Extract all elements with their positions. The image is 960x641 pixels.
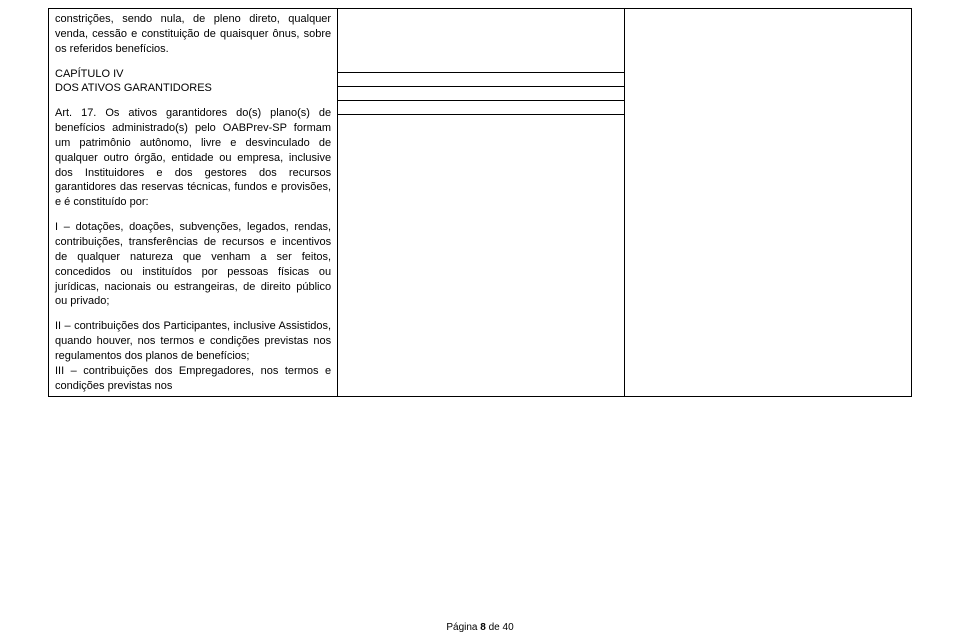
paragraph-art17: Art. 17. Os ativos garantidores do(s) pl… <box>55 106 331 210</box>
col2-cell <box>338 73 625 87</box>
paragraph-inciso-ii-iii: II – contribuições dos Participantes, in… <box>55 319 331 393</box>
footer-suffix: de 40 <box>486 622 514 633</box>
document-table: constrições, sendo nula, de pleno direto… <box>48 8 912 397</box>
footer-prefix: Página <box>446 622 480 633</box>
page-footer: Página 8 de 40 <box>0 622 960 633</box>
page-container: constrições, sendo nula, de pleno direto… <box>0 0 960 397</box>
col2-cell <box>338 9 625 73</box>
inciso-ii-text: II – contribuições dos Participantes, in… <box>55 320 331 362</box>
column-3-merged-cell <box>625 9 912 397</box>
column-1-text: constrições, sendo nula, de pleno direto… <box>49 9 337 396</box>
column-1-merged-cell: constrições, sendo nula, de pleno direto… <box>49 9 338 397</box>
inciso-iii-text: III – contribuições dos Empregadores, no… <box>55 365 331 392</box>
table-row: constrições, sendo nula, de pleno direto… <box>49 9 912 73</box>
col2-cell <box>338 115 625 397</box>
paragraph-inciso-i: I – dotações, doações, subvenções, legad… <box>55 220 331 309</box>
col2-cell <box>338 87 625 101</box>
capitulo-line1: CAPÍTULO IV <box>55 68 123 80</box>
paragraph-constricoes: constrições, sendo nula, de pleno direto… <box>55 12 331 57</box>
col2-cell <box>338 101 625 115</box>
capitulo-line2: DOS ATIVOS GARANTIDORES <box>55 82 212 94</box>
paragraph-capitulo: CAPÍTULO IV DOS ATIVOS GARANTIDORES <box>55 67 331 97</box>
